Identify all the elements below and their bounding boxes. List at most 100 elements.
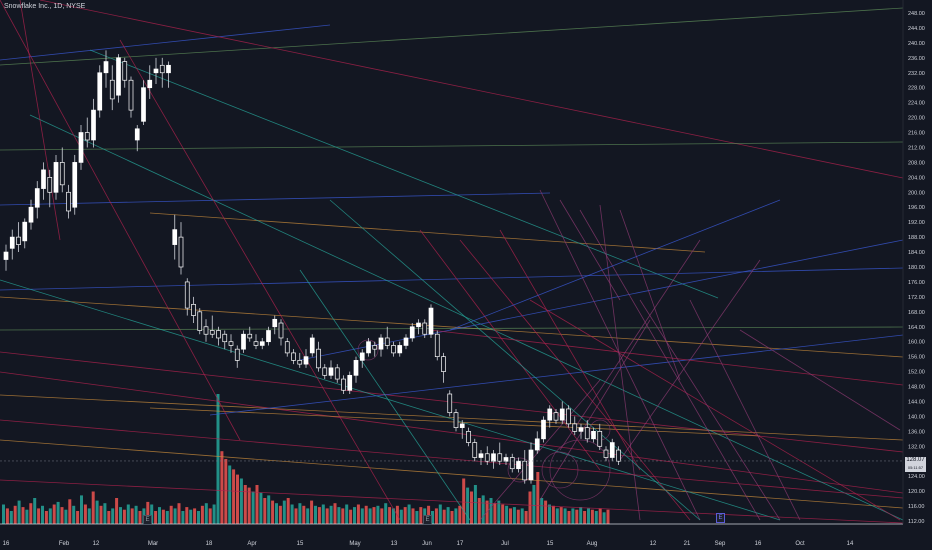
volume-bar bbox=[540, 498, 544, 524]
candle-body bbox=[284, 341, 290, 354]
trend-line[interactable] bbox=[619, 259, 761, 461]
candle-body bbox=[84, 132, 90, 141]
volume-bar bbox=[528, 491, 532, 524]
candle-body bbox=[147, 79, 153, 89]
candle-body bbox=[459, 423, 465, 428]
trend-line[interactable] bbox=[89, 49, 719, 299]
volume-bar bbox=[302, 505, 306, 524]
trend-line[interactable] bbox=[479, 379, 601, 521]
trend-line[interactable] bbox=[459, 239, 691, 521]
trend-line[interactable] bbox=[39, 0, 904, 179]
candle-body bbox=[266, 330, 271, 343]
trend-line[interactable] bbox=[429, 329, 904, 386]
price-tick-label: 212.00 bbox=[908, 145, 925, 151]
trend-line[interactable] bbox=[0, 279, 781, 521]
volume-bar bbox=[87, 508, 91, 524]
volume-bar bbox=[275, 503, 278, 524]
trend-line[interactable] bbox=[0, 7, 904, 66]
trend-line[interactable] bbox=[119, 39, 401, 521]
candle-body bbox=[66, 191, 71, 212]
candle-body bbox=[228, 341, 234, 346]
trend-line[interactable] bbox=[0, 24, 331, 61]
volume-bar bbox=[505, 505, 509, 524]
trend-line[interactable] bbox=[0, 141, 904, 151]
volume-bar bbox=[341, 508, 345, 524]
price-tick-label: 160.00 bbox=[908, 340, 925, 346]
trend-line[interactable] bbox=[559, 239, 701, 451]
candle-body bbox=[72, 162, 78, 208]
trend-line[interactable] bbox=[619, 209, 681, 381]
trend-line[interactable] bbox=[0, 439, 904, 509]
trend-line[interactable] bbox=[0, 267, 904, 291]
trend-line[interactable] bbox=[689, 299, 801, 521]
trend-line[interactable] bbox=[539, 319, 651, 501]
trend-line[interactable] bbox=[739, 329, 901, 431]
candle-body bbox=[434, 333, 440, 357]
event-marker-1[interactable]: E bbox=[143, 515, 152, 525]
candle-body bbox=[78, 132, 84, 163]
candle-body bbox=[359, 352, 365, 361]
trend-line[interactable] bbox=[0, 326, 904, 331]
trend-line[interactable] bbox=[19, 0, 61, 241]
price-tick-label: 132.00 bbox=[908, 444, 925, 450]
trend-line[interactable] bbox=[0, 0, 241, 441]
volume-bar bbox=[200, 505, 204, 524]
event-marker-3[interactable]: E bbox=[716, 513, 725, 523]
trend-line[interactable] bbox=[0, 192, 551, 206]
candle-body bbox=[453, 412, 459, 428]
date-tick-label: 16 bbox=[3, 541, 10, 547]
candle-body bbox=[241, 333, 246, 350]
trend-line[interactable] bbox=[0, 479, 904, 524]
circle-drawing[interactable] bbox=[549, 439, 611, 501]
trend-line[interactable] bbox=[0, 371, 904, 494]
trend-line[interactable] bbox=[0, 296, 904, 358]
circle-drawing[interactable] bbox=[541, 451, 579, 489]
volume-bar bbox=[497, 500, 501, 524]
volume-bar bbox=[83, 504, 87, 524]
trend-line[interactable] bbox=[639, 299, 781, 521]
trend-line[interactable] bbox=[29, 114, 904, 521]
price-tick-label: 204.00 bbox=[908, 175, 925, 181]
candle-body bbox=[347, 374, 353, 391]
circle-drawing[interactable] bbox=[357, 339, 379, 361]
volume-bar bbox=[56, 501, 60, 524]
trend-line[interactable] bbox=[579, 209, 761, 521]
volume-bar bbox=[403, 507, 407, 524]
candle-body bbox=[541, 419, 546, 440]
volume-bar bbox=[571, 508, 575, 524]
candle-body bbox=[191, 304, 196, 316]
trend-line[interactable] bbox=[209, 334, 904, 416]
trend-line[interactable] bbox=[299, 239, 904, 361]
candle-body bbox=[59, 162, 65, 186]
volume-bar bbox=[259, 492, 263, 524]
price-tick-label: 144.00 bbox=[908, 399, 925, 405]
trend-line[interactable] bbox=[0, 419, 904, 499]
volume-bar bbox=[446, 507, 450, 524]
candle-body bbox=[116, 57, 121, 96]
date-tick-label: 15 bbox=[547, 541, 554, 547]
volume-bar bbox=[150, 504, 154, 524]
trend-line[interactable] bbox=[599, 204, 641, 521]
candle-body bbox=[397, 345, 403, 354]
trend-line[interactable] bbox=[329, 199, 701, 521]
trend-line[interactable] bbox=[419, 229, 601, 471]
candle-body bbox=[97, 72, 103, 111]
volume-bar bbox=[126, 504, 130, 524]
trend-line[interactable] bbox=[499, 229, 641, 471]
trend-line[interactable] bbox=[149, 212, 706, 253]
candle-body bbox=[178, 236, 184, 268]
candle-body bbox=[416, 322, 421, 328]
volume-bar bbox=[431, 511, 434, 524]
volume-bar bbox=[294, 508, 298, 524]
volume-bar bbox=[364, 505, 368, 524]
volume-bar bbox=[52, 504, 56, 524]
trend-line[interactable] bbox=[539, 189, 701, 521]
candle-body bbox=[322, 367, 328, 376]
trend-line[interactable] bbox=[449, 199, 781, 331]
trend-line[interactable] bbox=[529, 299, 901, 521]
candle-body bbox=[16, 236, 21, 245]
event-marker-2[interactable]: E bbox=[423, 515, 432, 525]
trend-line[interactable] bbox=[299, 269, 471, 521]
